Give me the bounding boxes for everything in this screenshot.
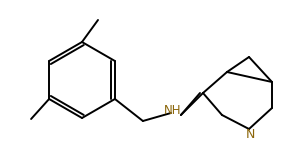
Text: NH: NH [164, 103, 182, 117]
Text: N: N [245, 127, 255, 140]
